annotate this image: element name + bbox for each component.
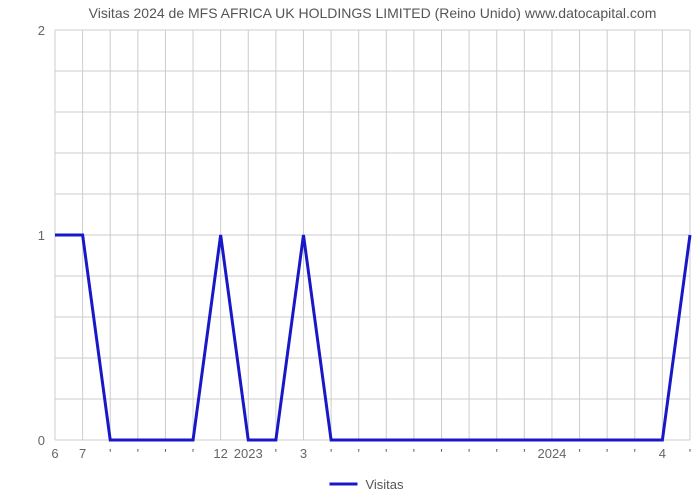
y-tick-label: 1 (38, 228, 45, 243)
x-tick-label: ' (385, 446, 387, 461)
x-tick-label: ' (275, 446, 277, 461)
x-tick-label: 12 (213, 446, 227, 461)
legend-swatch (329, 483, 357, 486)
x-tick-label: ' (468, 446, 470, 461)
x-tick-label: ' (689, 446, 691, 461)
x-tick-label: 7 (79, 446, 86, 461)
x-tick-label: ' (495, 446, 497, 461)
y-tick-label: 2 (38, 23, 45, 38)
x-tick-label: ' (109, 446, 111, 461)
visits-chart: Visitas 2024 de MFS AFRICA UK HOLDINGS L… (0, 0, 700, 500)
x-tick-label: ' (578, 446, 580, 461)
x-tick-label: 2024 (537, 446, 566, 461)
x-tick-label: ' (330, 446, 332, 461)
series-line (55, 235, 690, 440)
x-tick-label: 6 (51, 446, 58, 461)
y-tick-label: 0 (38, 433, 45, 448)
legend-label: Visitas (365, 477, 404, 492)
x-tick-label: ' (606, 446, 608, 461)
x-tick-label: 2023 (234, 446, 263, 461)
x-tick-label: 4 (659, 446, 666, 461)
x-tick-label: ' (413, 446, 415, 461)
chart-svg: Visitas 2024 de MFS AFRICA UK HOLDINGS L… (0, 0, 700, 500)
x-tick-label: ' (192, 446, 194, 461)
x-tick-label: ' (634, 446, 636, 461)
x-tick-label: ' (357, 446, 359, 461)
x-tick-label: ' (164, 446, 166, 461)
x-tick-label: ' (523, 446, 525, 461)
x-tick-label: ' (440, 446, 442, 461)
chart-title: Visitas 2024 de MFS AFRICA UK HOLDINGS L… (89, 5, 657, 21)
x-tick-label: ' (137, 446, 139, 461)
x-tick-label: 3 (300, 446, 307, 461)
